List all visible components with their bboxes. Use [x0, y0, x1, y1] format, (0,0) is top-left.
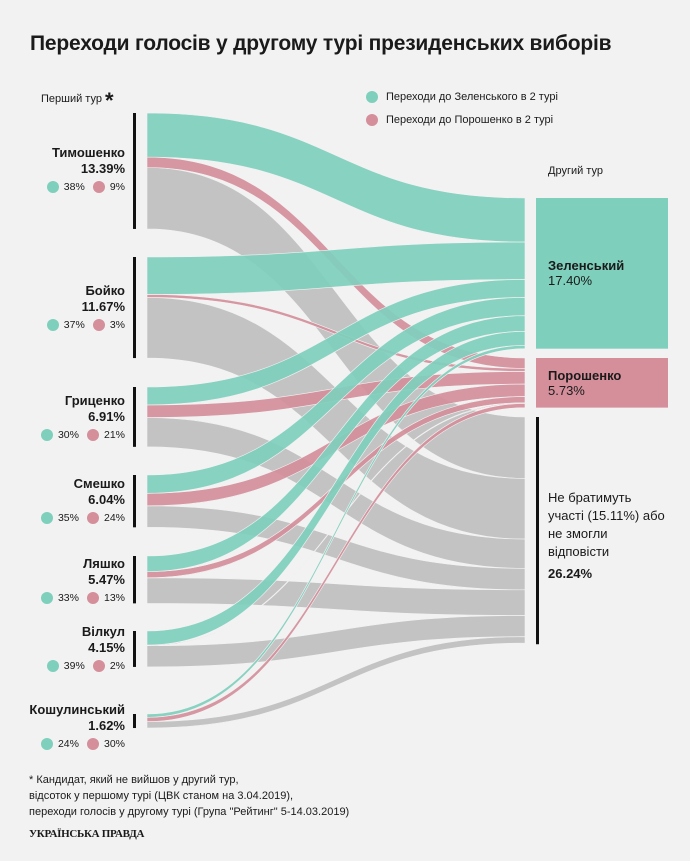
- footnote-line: переходи голосів у другому турі (Група "…: [29, 806, 350, 818]
- source-label: Кошулинський 1.62% 24% 30%: [29, 702, 125, 750]
- source-label: Тимошенко 13.39% 38% 9%: [46, 145, 125, 193]
- target-label-poroshenko: Порошенко 5.73%: [548, 368, 621, 398]
- legend-item-poroshenko: Переходи до Порошенко в 2 турі: [366, 114, 553, 126]
- share-zelensky: 38%: [63, 181, 85, 193]
- candidate-percent: 5.47%: [88, 572, 125, 587]
- transfer-shares: 33% 13%: [40, 592, 125, 604]
- zelensky-dot-icon: [46, 319, 59, 331]
- candidate-name: Вілкул: [81, 624, 125, 639]
- candidate-name: Гриценко: [64, 393, 125, 408]
- source-bar: [133, 714, 136, 729]
- target-label-other: Не братимуть участі (15.11%) або не змог…: [548, 489, 668, 583]
- share-zelensky: 35%: [57, 512, 79, 524]
- zelensky-dot-icon: [40, 592, 53, 604]
- zelensky-dot-icon: [40, 429, 53, 441]
- candidate-percent: 6.91%: [88, 409, 125, 424]
- candidate-percent: 6.04%: [88, 492, 125, 507]
- chart-title: Переходи голосів у другому турі президен…: [30, 32, 612, 55]
- candidate-percent: 11.67%: [81, 299, 125, 314]
- share-poroshenko: 9%: [109, 181, 125, 193]
- source-bar: [133, 113, 136, 229]
- poroshenko-dot-icon: [92, 181, 105, 193]
- first-round-label: Перший тур *: [41, 88, 114, 114]
- target-value: 17.40%: [548, 273, 593, 288]
- transfer-shares: 24% 30%: [29, 738, 125, 750]
- transfer-shares: 35% 24%: [40, 512, 125, 524]
- transfer-shares: 37% 3%: [46, 319, 125, 331]
- poroshenko-dot-icon: [86, 512, 99, 524]
- share-poroshenko: 30%: [103, 738, 125, 750]
- asterisk: *: [104, 88, 114, 113]
- candidate-name: Ляшко: [83, 556, 125, 571]
- poroshenko-dot-icon: [86, 592, 99, 604]
- target-name: Порошенко: [548, 368, 622, 383]
- source-label: Ляшко 5.47% 33% 13%: [40, 556, 125, 604]
- flow-to-other: [146, 636, 526, 729]
- target-node-poroshenko: [536, 358, 668, 408]
- target-bar-other: [536, 417, 539, 645]
- share-zelensky: 37%: [63, 319, 85, 331]
- target-value: 26.24%: [548, 566, 593, 581]
- share-zelensky: 39%: [63, 660, 85, 672]
- candidate-percent: 13.39%: [80, 161, 125, 176]
- source-bar: [133, 556, 136, 604]
- source-label: Вілкул 4.15% 39% 2%: [46, 624, 125, 672]
- target-value: 5.73%: [548, 383, 585, 398]
- source-label: Смешко 6.04% 35% 24%: [40, 476, 125, 524]
- share-poroshenko: 13%: [103, 592, 125, 604]
- logo: УКРАЇНСЬКА ПРАВДА: [29, 828, 145, 840]
- legend-dot-icon: [366, 91, 378, 103]
- share-poroshenko: 2%: [109, 660, 125, 672]
- footnote-line: * Кандидат, який не вийшов у другий тур,: [29, 774, 239, 786]
- poroshenko-dot-icon: [86, 738, 99, 750]
- legend-item-zelensky: Переходи до Зеленського в 2 турі: [366, 91, 558, 103]
- source-bar: [133, 631, 136, 667]
- source-bar: [133, 475, 136, 528]
- share-zelensky: 33%: [57, 592, 79, 604]
- share-poroshenko: 24%: [103, 512, 125, 524]
- poroshenko-dot-icon: [92, 319, 105, 331]
- footnote: * Кандидат, який не вийшов у другий тур,…: [29, 772, 349, 820]
- transfer-shares: 38% 9%: [46, 181, 125, 193]
- candidate-percent: 4.15%: [88, 640, 125, 655]
- candidate-name: Кошулинський: [29, 702, 125, 717]
- legend-label: Переходи до Порошенко в 2 турі: [386, 114, 554, 126]
- flow-to-poroshenko: [146, 403, 526, 722]
- share-zelensky: 30%: [57, 429, 79, 441]
- zelensky-dot-icon: [46, 181, 59, 193]
- zelensky-dot-icon: [46, 660, 59, 672]
- source-label: Бойко 11.67% 37% 3%: [46, 283, 125, 331]
- poroshenko-dot-icon: [86, 429, 99, 441]
- source-bar: [133, 387, 136, 447]
- source-label: Гриценко 6.91% 30% 21%: [40, 393, 125, 441]
- share-zelensky: 24%: [57, 738, 79, 750]
- target-name: Не братимуть участі (15.11%) або не змог…: [548, 490, 665, 559]
- target-name: Зеленський: [548, 258, 625, 273]
- footnote-line: відсоток у першому турі (ЦВК станом на 3…: [29, 790, 294, 802]
- target-node-zelensky: [536, 198, 668, 349]
- candidate-name: Смешко: [73, 476, 125, 491]
- target-label-zelensky: Зеленський 17.40%: [548, 258, 624, 288]
- first-round-text: Перший тур: [41, 93, 102, 105]
- second-round-label: Другий тур: [548, 165, 603, 177]
- zelensky-dot-icon: [40, 512, 53, 524]
- candidate-percent: 1.62%: [88, 718, 125, 733]
- share-poroshenko: 3%: [109, 319, 125, 331]
- transfer-shares: 39% 2%: [46, 660, 125, 672]
- transfer-shares: 30% 21%: [40, 429, 125, 441]
- poroshenko-dot-icon: [92, 660, 105, 672]
- candidate-name: Тимошенко: [51, 145, 125, 160]
- candidate-name: Бойко: [85, 283, 125, 298]
- zelensky-dot-icon: [40, 738, 53, 750]
- source-bar: [133, 257, 136, 359]
- legend-label: Переходи до Зеленського в 2 турі: [386, 91, 558, 103]
- legend-dot-icon: [366, 114, 378, 126]
- flow-to-zelensky: [146, 345, 526, 718]
- share-poroshenko: 21%: [103, 429, 125, 441]
